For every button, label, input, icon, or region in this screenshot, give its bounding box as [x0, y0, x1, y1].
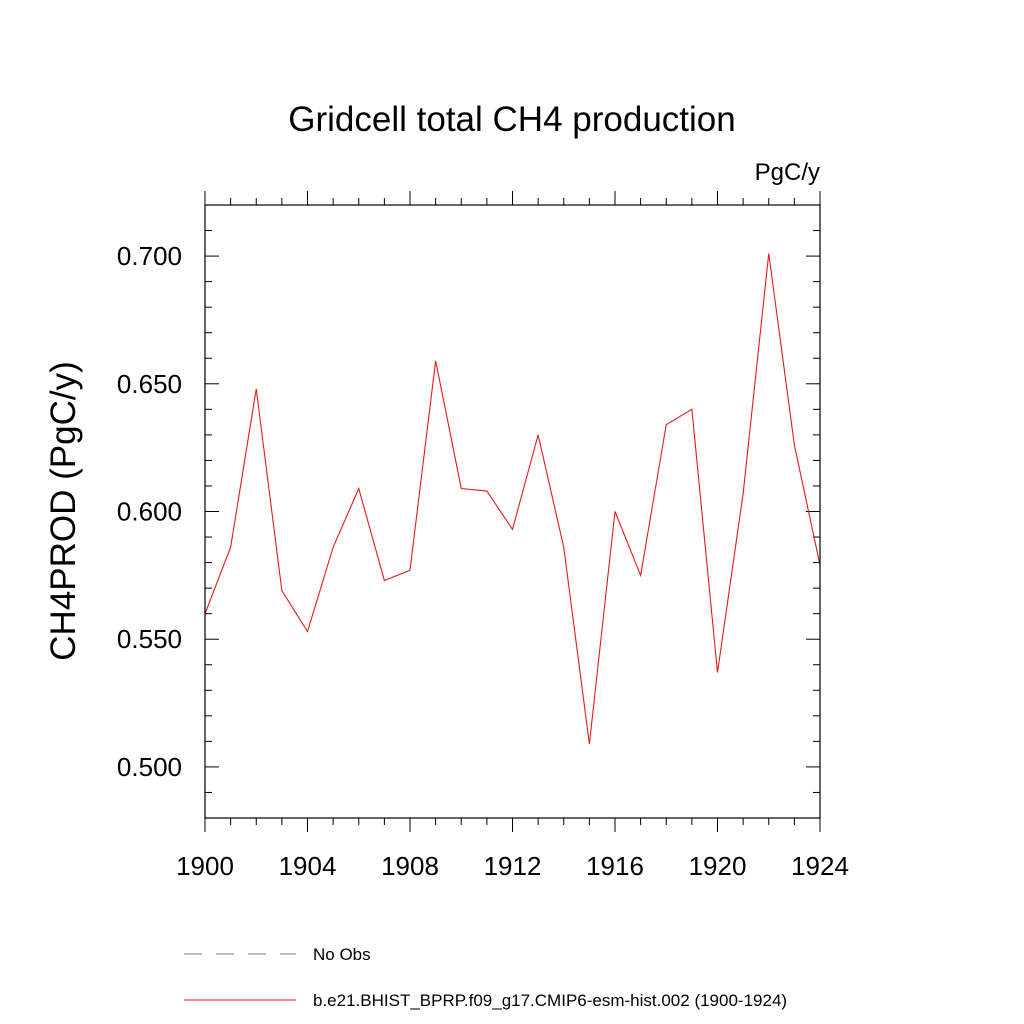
series-line-1: [204, 253, 821, 745]
x-tick-label: 1912: [484, 851, 542, 881]
y-tick-label: 0.600: [117, 497, 182, 527]
x-tick-label: 1916: [586, 851, 644, 881]
axis-ticks: [204, 191, 821, 832]
x-tick-label: 1924: [791, 851, 849, 881]
y-tick-label: 0.700: [117, 241, 182, 271]
y-axis-label: CH4PROD (PgC/y): [44, 361, 83, 660]
axis-tick-labels: 1900 1904 1908 1912 1916 1920 1924 0.500 0.550 0.…: [117, 241, 849, 881]
legend-label-model: b.e21.BHIST_BPRP.f09_g17.CMIP6-esm-hist.…: [313, 991, 787, 1010]
y-tick-label: 0.550: [117, 624, 182, 654]
series-layer: [204, 253, 821, 745]
units-label: PgC/y: [755, 159, 820, 186]
x-tick-label: 1920: [689, 851, 747, 881]
chart-title: Gridcell total CH4 production: [288, 100, 735, 139]
legend: No Obs b.e21.BHIST_BPRP.f09_g17.CMIP6-es…: [184, 945, 787, 1010]
plot-frame: [204, 204, 821, 819]
y-tick-label: 0.500: [117, 752, 182, 782]
x-tick-label: 1900: [176, 851, 234, 881]
x-tick-label: 1904: [279, 851, 337, 881]
x-tick-label: 1908: [381, 851, 439, 881]
y-tick-label: 0.650: [117, 369, 182, 399]
legend-label-no-obs: No Obs: [313, 945, 371, 964]
